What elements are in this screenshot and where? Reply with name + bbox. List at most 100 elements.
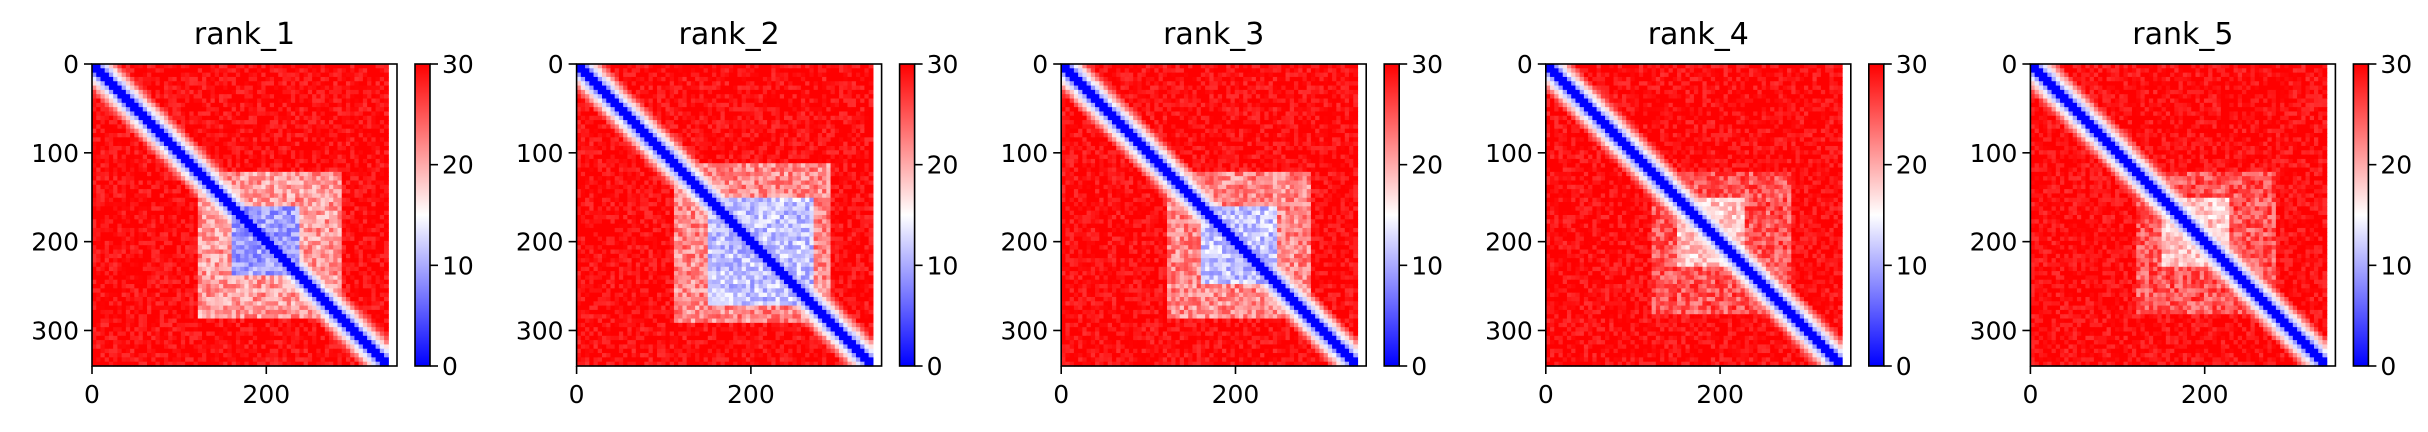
heatmap-cell	[384, 137, 389, 143]
heatmap-cell	[720, 64, 726, 69]
heatmap-cell	[367, 296, 372, 302]
heatmap-cell	[210, 94, 216, 100]
heatmap-cell	[851, 64, 857, 69]
heatmap-cell	[113, 180, 118, 186]
heatmap-cell	[202, 85, 207, 91]
heatmap-cell	[350, 128, 356, 134]
heatmap-cell	[341, 128, 347, 134]
heatmap-cell	[218, 111, 224, 117]
heatmap-cell	[333, 189, 339, 195]
heatmap-cell	[244, 240, 250, 246]
heatmap-cell	[180, 193, 186, 199]
heatmap-cell	[223, 348, 229, 354]
heatmap-cell	[362, 141, 368, 147]
heatmap-cell	[117, 348, 123, 354]
x-tick-label: 200	[242, 380, 290, 409]
heatmap-cell	[96, 124, 102, 130]
heatmap-cell	[240, 124, 245, 130]
heatmap-cell	[299, 305, 305, 311]
heatmap-cell	[151, 240, 157, 246]
heatmap-cell	[371, 171, 377, 177]
heatmap-cell	[307, 107, 313, 113]
heatmap-cell	[96, 150, 102, 156]
heatmap-cell	[240, 262, 245, 268]
heatmap-cell	[185, 292, 190, 298]
heatmap-cell	[286, 76, 292, 82]
heatmap-cell	[155, 98, 161, 104]
heatmap-cell	[163, 296, 169, 302]
heatmap-cell	[134, 253, 140, 259]
heatmap-cell	[147, 210, 152, 216]
heatmap-cell	[295, 301, 300, 307]
heatmap-cell	[379, 288, 385, 294]
heatmap-cell	[180, 102, 186, 108]
heatmap-cell	[312, 102, 317, 108]
heatmap-cell	[218, 197, 224, 203]
heatmap-cell	[96, 331, 102, 337]
heatmap-cell	[197, 219, 203, 225]
heatmap-cell	[231, 249, 237, 255]
heatmap-cell	[202, 331, 207, 337]
heatmap-cell	[282, 89, 288, 95]
heatmap-cell	[121, 158, 127, 164]
heatmap-cell	[189, 158, 195, 164]
heatmap-cell	[252, 171, 258, 177]
heatmap-cell	[379, 176, 385, 182]
heatmap-cell	[172, 137, 178, 143]
heatmap-cell	[180, 115, 186, 121]
heatmap-cell	[142, 107, 148, 113]
heatmap-cell	[163, 309, 169, 315]
heatmap-cell	[350, 120, 356, 125]
heatmap-cell	[248, 322, 254, 328]
heatmap-cell	[354, 68, 360, 74]
heatmap-cell	[286, 81, 292, 87]
heatmap-cell	[108, 253, 114, 259]
heatmap-cell	[185, 180, 190, 186]
heatmap-cell	[210, 327, 216, 333]
heatmap-cell	[163, 236, 169, 242]
heatmap-cell	[295, 232, 300, 238]
chart-title: rank_1	[194, 17, 295, 52]
heatmap-cell	[248, 245, 254, 251]
heatmap-cell	[244, 227, 250, 233]
heatmap-cell	[151, 215, 157, 220]
heatmap-cell	[168, 249, 174, 255]
heatmap-cell	[206, 227, 212, 233]
heatmap-cell	[261, 253, 267, 259]
heatmap-cell	[299, 301, 305, 307]
heatmap-cell	[235, 266, 241, 272]
heatmap-cell	[333, 296, 339, 302]
heatmap-cell	[218, 318, 224, 324]
heatmap-cell	[358, 141, 364, 147]
heatmap-cell	[214, 171, 220, 177]
heatmap-cell	[138, 158, 144, 164]
heatmap-cell	[248, 98, 254, 104]
heatmap-cell	[240, 357, 245, 363]
heatmap-cell	[265, 197, 271, 203]
heatmap-cell	[202, 288, 207, 294]
heatmap-cell	[159, 64, 165, 69]
heatmap-cell	[100, 215, 106, 220]
heatmap-cell	[193, 292, 199, 298]
heatmap-cell	[189, 271, 195, 276]
heatmap-cell	[121, 327, 127, 333]
heatmap-cell	[151, 167, 157, 173]
heatmap-cell	[371, 111, 377, 117]
heatmap-cell	[185, 271, 190, 276]
heatmap-cell	[345, 133, 351, 138]
heatmap-cell	[350, 331, 356, 337]
heatmap-cell	[180, 301, 186, 307]
heatmap-cell	[210, 137, 216, 143]
heatmap-cell	[367, 193, 372, 199]
heatmap-cell	[138, 167, 144, 173]
heatmap-cell	[307, 227, 313, 233]
heatmap-cell	[341, 219, 347, 225]
heatmap-cell	[269, 361, 275, 367]
heatmap-cell	[197, 327, 203, 333]
heatmap-cell	[261, 288, 267, 294]
heatmap-cell	[227, 94, 233, 100]
heatmap-cell	[185, 236, 190, 242]
heatmap-cell	[358, 258, 364, 264]
heatmap-cell	[303, 171, 309, 177]
heatmap-cell	[125, 335, 131, 341]
